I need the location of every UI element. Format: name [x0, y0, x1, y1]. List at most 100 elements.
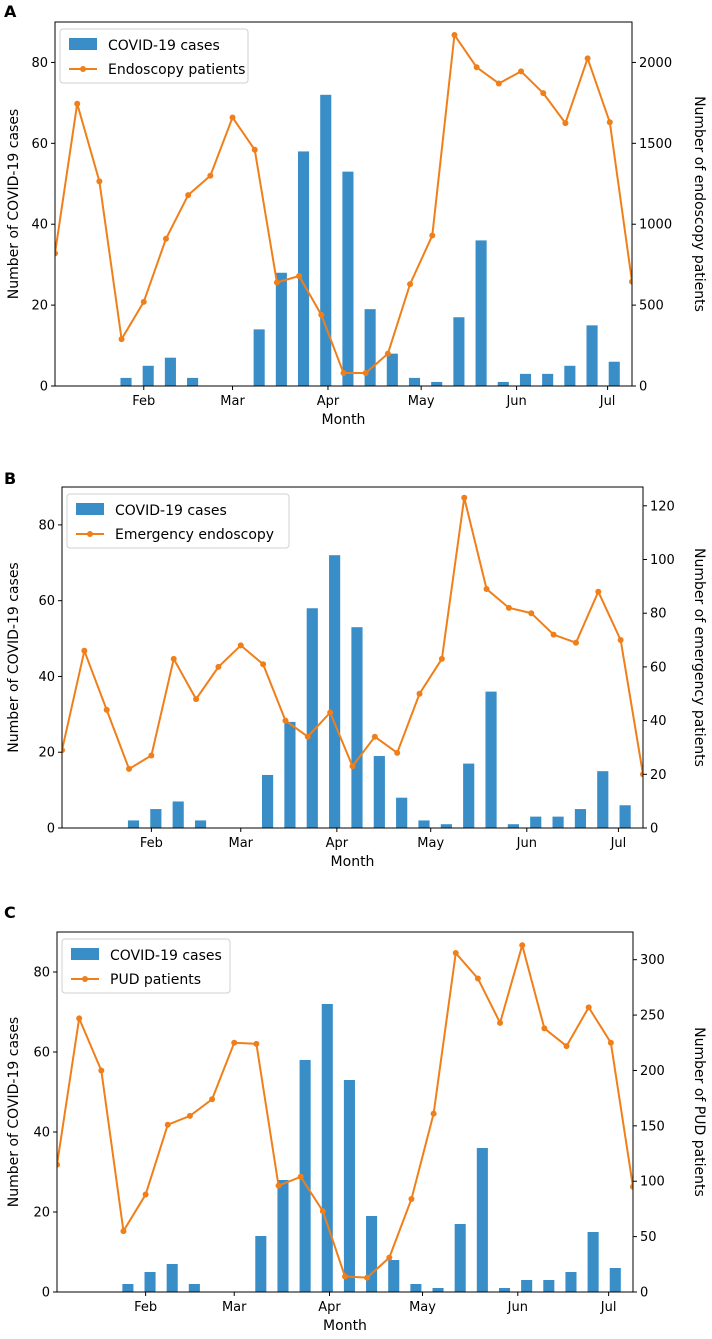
- y-left-tick-label: 20: [31, 299, 48, 314]
- bar-covid: [432, 1288, 444, 1292]
- bar-covid: [386, 353, 398, 386]
- legend-box: [66, 493, 290, 549]
- panel-label: A: [4, 2, 17, 21]
- y-right-tick-label: 0: [650, 822, 658, 837]
- bar-covid: [255, 1236, 267, 1292]
- line-point: [57, 1161, 60, 1168]
- line-point: [229, 114, 236, 121]
- bar-covid: [497, 381, 509, 386]
- line-point: [304, 733, 311, 740]
- line-point: [640, 771, 643, 778]
- x-tick-label: Feb: [132, 394, 155, 409]
- legend: COVID-19 cases Emergency endoscopy: [66, 493, 290, 549]
- chart-panel-c: C 0 20 40 60 80 0 50 100 150 200 250 300 Feb Mar Apr May…: [4, 903, 707, 1334]
- line-point: [528, 610, 535, 617]
- line-point: [164, 1121, 171, 1128]
- legend-label-bars: COVID-19 cases: [108, 38, 220, 54]
- chart-panel-b: B 0 20 40 60 80 0 20 40 60 80 100 120 Feb Mar Apr May Jun…: [4, 469, 707, 870]
- y-right-tick-label: 300: [640, 953, 665, 968]
- bar-covid: [608, 361, 620, 386]
- line-point: [473, 64, 480, 71]
- line-point: [318, 311, 325, 318]
- line-point: [260, 661, 267, 668]
- line-point: [451, 31, 458, 38]
- x-tick-label: Jul: [600, 1300, 617, 1315]
- chart-panel-a: A 0 20 40 60 80 0 500 1000 1500 2000 Feb Mar Apr May Ju…: [4, 2, 707, 428]
- y-right-tick-label: 40: [650, 714, 667, 729]
- line-point: [629, 278, 632, 285]
- y-right-tick-label: 250: [640, 1009, 665, 1024]
- line-point: [384, 350, 391, 357]
- bar-covid: [142, 365, 154, 386]
- x-tick-label: May: [409, 1300, 436, 1315]
- line-point: [237, 642, 244, 649]
- bar-covid: [321, 1004, 333, 1292]
- bar-covid: [542, 373, 554, 386]
- legend-label-line: Endoscopy patients: [108, 62, 245, 78]
- bar-covid: [172, 801, 184, 828]
- line-point: [430, 1110, 437, 1117]
- bar-covid: [122, 1284, 134, 1292]
- legend-line-marker: [80, 66, 86, 72]
- line-point: [371, 733, 378, 740]
- bar-covid: [498, 1288, 511, 1292]
- x-tick-label: Jul: [599, 394, 616, 409]
- line-point: [562, 120, 569, 127]
- line-point: [186, 1112, 193, 1119]
- line-point: [162, 235, 169, 242]
- line-point: [386, 1254, 393, 1261]
- bar-covid: [507, 824, 519, 828]
- bar-covid: [342, 171, 354, 386]
- bar-covid: [388, 1260, 400, 1292]
- panel-label: C: [4, 903, 16, 922]
- line-point: [62, 747, 65, 754]
- bar-covid: [187, 377, 199, 386]
- line-point: [327, 709, 334, 716]
- bar-covid: [521, 1280, 533, 1292]
- line-point: [407, 281, 414, 288]
- legend-line-marker: [82, 976, 88, 982]
- bar-covid: [485, 691, 497, 828]
- line-point: [296, 272, 303, 279]
- line-point: [519, 942, 526, 949]
- line-point: [541, 1025, 548, 1032]
- y-right-tick-label: 50: [640, 1230, 657, 1245]
- y-right-tick-label: 150: [640, 1119, 665, 1134]
- line-point: [319, 1208, 326, 1215]
- x-tick-label: Apr: [326, 836, 349, 851]
- bar-covid: [277, 1180, 289, 1292]
- line-point: [585, 1004, 592, 1011]
- line-point: [342, 1273, 348, 1280]
- plot-frame: [56, 931, 634, 1293]
- line-point: [170, 655, 177, 662]
- line-point: [349, 763, 356, 770]
- bar-covid: [396, 797, 408, 828]
- legend-label-bars: COVID-19 cases: [115, 503, 227, 519]
- line-point: [408, 1195, 415, 1202]
- y-right-tick-label: 60: [650, 660, 667, 675]
- legend-bar-swatch: [71, 948, 99, 960]
- bar-covid: [261, 774, 274, 828]
- x-tick-label: Apr: [318, 1300, 341, 1315]
- bar-covid: [284, 721, 296, 828]
- line-point: [540, 90, 547, 97]
- line-point: [118, 336, 125, 343]
- line-point: [617, 637, 624, 644]
- legend-box: [61, 938, 231, 994]
- bar-covid: [253, 329, 265, 386]
- line-point: [429, 232, 436, 239]
- bar-covid: [410, 1284, 422, 1292]
- bar-covid: [418, 820, 430, 828]
- line-point: [297, 1173, 304, 1180]
- line-point: [438, 655, 445, 662]
- bar-covid: [188, 1284, 200, 1292]
- x-axis-title: Month: [331, 854, 375, 870]
- legend-label-line: PUD patients: [110, 972, 201, 988]
- bar-covid: [530, 816, 542, 828]
- y-left-tick-label: 0: [47, 822, 55, 837]
- line-point: [282, 717, 289, 724]
- line-point: [394, 749, 401, 756]
- line-point: [595, 588, 602, 595]
- bar-covid: [475, 240, 487, 386]
